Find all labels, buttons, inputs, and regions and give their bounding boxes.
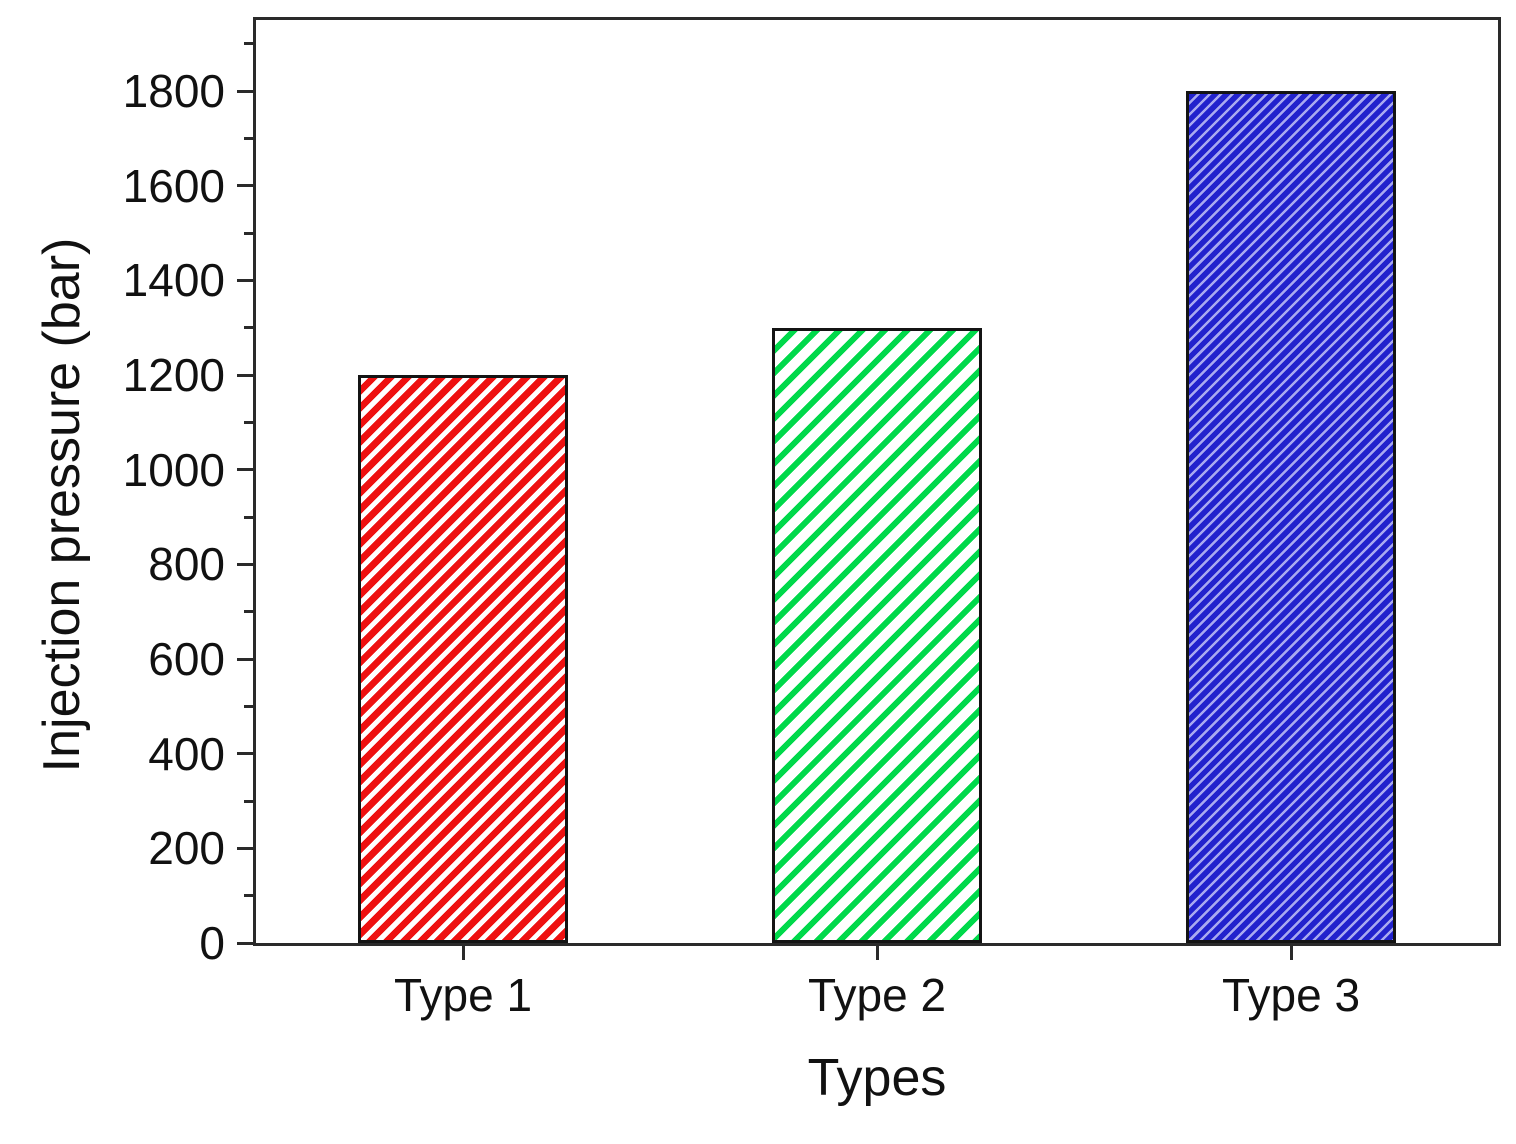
y-axis-title: Injection pressure (bar)	[33, 237, 91, 773]
x-category-label: Type 1	[393, 969, 533, 1021]
bar-type-2	[772, 327, 982, 943]
y-minor-tick	[244, 704, 253, 708]
y-tick-label: 1200	[122, 349, 225, 401]
y-tick-label: 200	[148, 822, 225, 875]
y-minor-tick	[244, 420, 253, 424]
y-tick-label: 1000	[122, 443, 225, 496]
y-minor-tick	[244, 326, 253, 330]
x-category-label: Type 2	[807, 969, 947, 1021]
y-major-tick	[237, 657, 253, 661]
y-minor-tick	[244, 610, 253, 614]
y-minor-tick	[244, 136, 253, 140]
y-tick-label: 1600	[122, 159, 225, 212]
y-minor-tick	[244, 894, 253, 898]
y-minor-tick	[244, 515, 253, 519]
y-tick-label: 800	[148, 538, 225, 591]
y-minor-tick	[244, 231, 253, 235]
y-major-tick	[237, 752, 253, 756]
x-category-label: Type 3	[1221, 969, 1361, 1021]
y-major-tick	[237, 846, 253, 850]
y-tick-label: 600	[148, 633, 225, 685]
y-major-tick	[237, 373, 253, 377]
bar-type-3	[1186, 91, 1396, 943]
y-major-tick	[237, 941, 253, 945]
y-major-tick	[237, 278, 253, 282]
y-major-tick	[237, 184, 253, 188]
y-tick-label: 1800	[122, 65, 225, 117]
x-axis-title: Types	[807, 1049, 947, 1107]
y-tick-label: 0	[199, 917, 225, 969]
y-major-tick	[237, 562, 253, 566]
bar-type-1	[358, 375, 568, 943]
y-tick-label: 1400	[122, 254, 225, 307]
y-major-tick	[237, 468, 253, 472]
plot-area: 0 200 400 600 800 1000 1200 1400 1600 1800 Type 1 T…	[123, 17, 1501, 1018]
x-major-tick	[875, 946, 879, 960]
x-major-tick	[1289, 946, 1293, 960]
y-major-tick	[237, 89, 253, 93]
y-minor-tick	[244, 799, 253, 803]
y-tick-label: 400	[148, 727, 225, 780]
y-minor-tick	[244, 42, 253, 46]
x-major-tick	[461, 946, 465, 960]
